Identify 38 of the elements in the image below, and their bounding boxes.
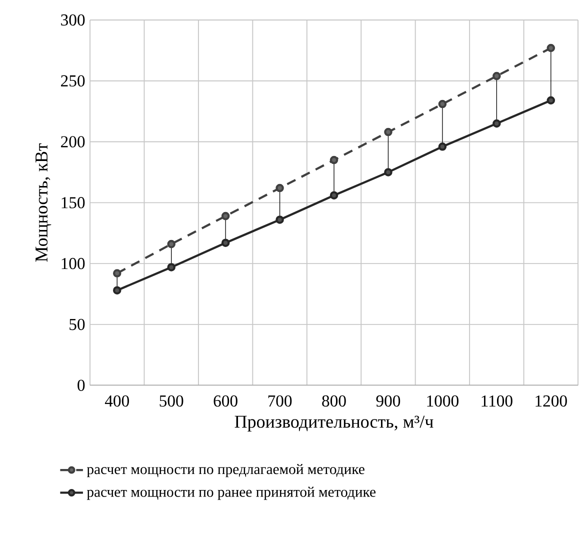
point bbox=[384, 168, 392, 176]
x-tick-label: 1100 bbox=[482, 395, 512, 407]
x-tick-label: 800 bbox=[322, 395, 346, 407]
x-tick-label: 400 bbox=[104, 395, 129, 407]
x-tick-label: 500 bbox=[160, 395, 184, 407]
point bbox=[438, 142, 447, 151]
point bbox=[167, 240, 176, 248]
x-axis-title: Производительность, м³/ч bbox=[234, 416, 434, 432]
y-tick-label: 300 bbox=[61, 14, 85, 26]
x-tick-label: 1000 bbox=[427, 395, 458, 407]
point bbox=[276, 216, 284, 224]
point bbox=[221, 238, 230, 247]
point bbox=[167, 263, 176, 272]
point bbox=[112, 286, 122, 294]
point bbox=[492, 119, 501, 128]
y-tick-label: 50 bbox=[70, 318, 85, 330]
point bbox=[112, 269, 122, 278]
legend-label: расчет мощности по ранее принятой методике bbox=[86, 486, 376, 500]
legend-label: расчет мощности по предлагаемой методике bbox=[86, 464, 364, 478]
point bbox=[221, 212, 230, 220]
x-tick-label: 700 bbox=[268, 395, 292, 407]
point bbox=[546, 44, 556, 52]
point bbox=[384, 128, 392, 136]
point bbox=[492, 72, 501, 80]
point bbox=[330, 156, 338, 164]
y-tick-label: 0 bbox=[78, 380, 85, 391]
x-tick-label: 1200 bbox=[536, 395, 567, 407]
x-tick-label: 900 bbox=[376, 395, 400, 407]
point bbox=[438, 100, 447, 108]
point bbox=[276, 184, 284, 192]
point bbox=[330, 191, 338, 200]
y-tick-label: 200 bbox=[61, 136, 85, 148]
y-tick-label: 150 bbox=[62, 197, 85, 208]
y-tick-label: 250 bbox=[61, 75, 85, 87]
point bbox=[546, 96, 556, 105]
y-axis-title: Мощность, кВт bbox=[36, 143, 52, 262]
x-tick-label: 600 bbox=[214, 395, 238, 407]
y-tick-label: 100 bbox=[62, 258, 85, 270]
